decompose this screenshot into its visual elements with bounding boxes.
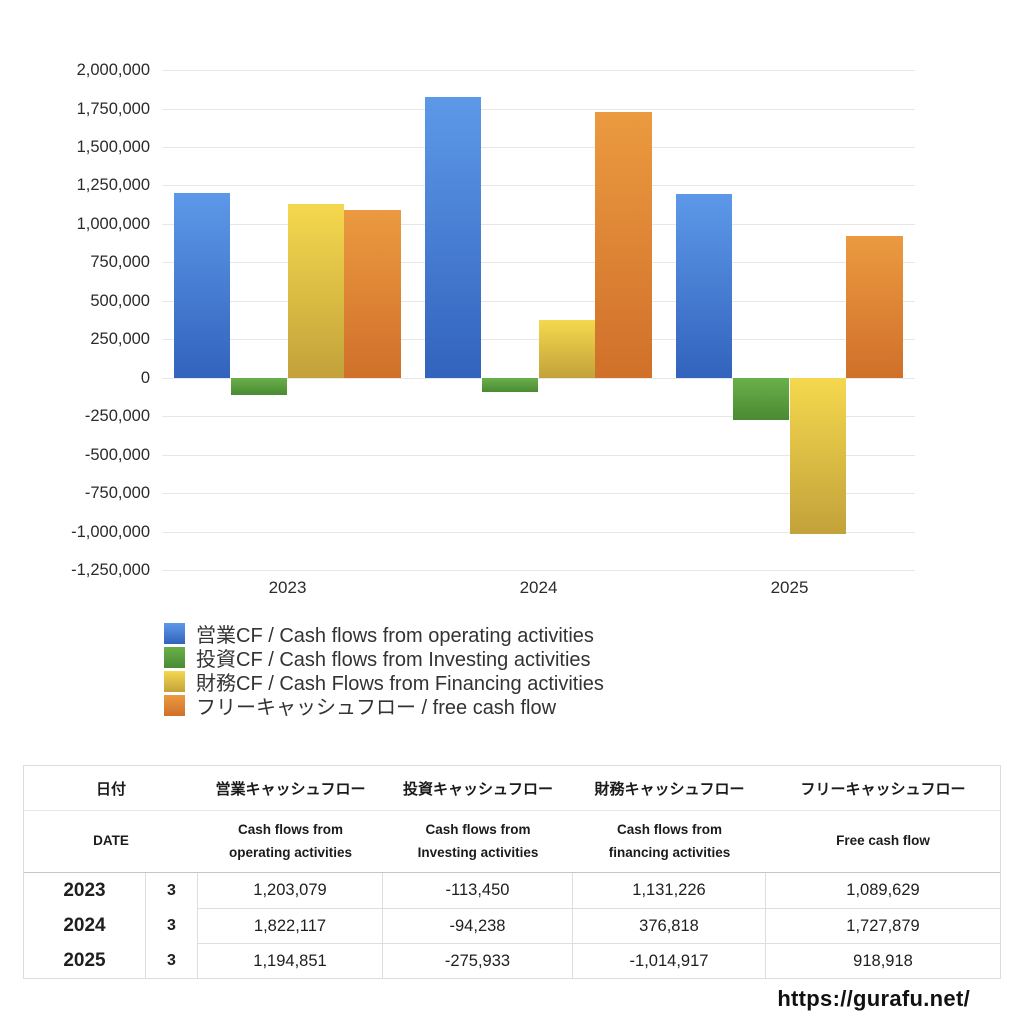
y-tick-label: 750,000 (90, 253, 150, 272)
header-date-jp: 日付 (95, 780, 126, 798)
footer-url: https://gurafu.net/ (777, 986, 970, 1011)
gridline (162, 454, 915, 456)
x-tick-label-2024: 2024 (519, 578, 558, 597)
bar-financing-cf-2024 (538, 319, 595, 378)
bar-free-cash-flow-2024 (595, 111, 652, 378)
cell-year-2023: 2023 (24, 873, 146, 908)
table-row: 2023 3 1,203,079 -113,450 1,131,226 1,089,629 (24, 873, 1000, 908)
gridline (162, 570, 915, 571)
chart-legend: 営業CF / Cash flows from operating activit… (164, 621, 604, 719)
cash-flow-bar-chart: 営業CF / Cash flows from operating activit… (71, 61, 915, 719)
y-tick-label: 1,750,000 (76, 99, 150, 118)
cell-2024-v0: 1,822,117 (198, 908, 383, 943)
cell-year-2025: 2025 (24, 943, 146, 978)
legend-item-investing-cf: 投資CF / Cash flows from Investing activit… (164, 645, 604, 671)
gridline (162, 416, 915, 418)
table-row: 2025 3 1,194,851 -275,933 -1,014,917 918,918 (24, 943, 1000, 978)
legend-swatch-investing-cf (164, 646, 185, 668)
y-tick-label: 1,000,000 (76, 214, 150, 233)
header-date-en: DATE (93, 833, 129, 849)
gridline (162, 108, 915, 110)
bar-investing-cf-2023 (230, 377, 287, 396)
legend-label-investing-cf: 投資CF / Cash flows from Investing activit… (196, 648, 591, 671)
header-en-2: Cash flows from financing activities (608, 822, 731, 860)
header-jp-1: 投資キャッシュフロー (402, 780, 553, 798)
bar-investing-cf-2024 (481, 377, 538, 393)
legend-item-operating-cf: 営業CF / Cash flows from operating activit… (164, 621, 604, 647)
cell-2024-v3: 1,727,879 (766, 908, 1000, 943)
table-row: 日付 営業キャッシュフロー 投資キャッシュフロー 財務キャッシュフロー フリーキャッシュ… (24, 766, 1000, 811)
gridline (162, 146, 915, 148)
cell-2024-v1: -94,238 (383, 908, 573, 943)
table-row: 2024 3 1,822,117 -94,238 376,818 1,727,879 (24, 908, 1000, 943)
header-en-0: Cash flows from operating activities (228, 822, 353, 860)
bar-investing-cf-2025 (732, 377, 789, 421)
legend-swatch-free-cash-flow (164, 694, 185, 716)
gridline (162, 377, 915, 379)
cell-2025-v1: -275,933 (383, 943, 573, 978)
y-tick-label: -750,000 (84, 484, 150, 503)
header-jp-2: 財務キャッシュフロー (594, 780, 745, 798)
cell-2025-v0: 1,194,851 (198, 943, 383, 978)
y-tick-label: 250,000 (90, 330, 150, 349)
legend-swatch-operating-cf (164, 622, 185, 644)
gridline (162, 185, 915, 187)
gridline (162, 70, 915, 71)
table-row: DATE Cash flows from operating activities… (24, 811, 1000, 873)
header-jp-0: 営業キャッシュフロー (215, 780, 366, 798)
legend-swatch-financing-cf (164, 670, 185, 692)
y-tick-label: -1,000,000 (71, 522, 150, 541)
cell-2024-v2: 376,818 (573, 908, 766, 943)
x-tick-label-2025: 2025 (770, 578, 809, 597)
bar-financing-cf-2023 (287, 203, 344, 378)
legend-item-financing-cf: 財務CF / Cash Flows from Financing activit… (164, 669, 604, 695)
bar-free-cash-flow-2025 (846, 236, 903, 378)
cell-year-2024: 2024 (24, 908, 146, 943)
cell-month-2023: 3 (146, 873, 198, 908)
gridline (162, 300, 915, 302)
legend-item-free-cash-flow: フリーキャッシュフロー / free cash flow (164, 693, 604, 719)
cell-2023-v0: 1,203,079 (198, 873, 383, 908)
bar-operating-cf-2025 (675, 193, 733, 378)
gridline (162, 531, 915, 533)
y-tick-label: -1,250,000 (71, 561, 150, 579)
bar-free-cash-flow-2023 (344, 210, 401, 378)
cash-flow-table: 日付 営業キャッシュフロー 投資キャッシュフロー 財務キャッシュフロー フリーキャッシュ… (23, 765, 1001, 979)
bar-operating-cf-2024 (424, 97, 482, 378)
y-tick-label: 0 (140, 368, 150, 387)
y-tick-label: 500,000 (90, 291, 150, 310)
cell-2023-v2: 1,131,226 (573, 873, 766, 908)
cell-month-2025: 3 (146, 943, 198, 978)
bar-financing-cf-2025 (789, 377, 846, 534)
gridline (162, 223, 915, 225)
cell-2025-v3: 918,918 (766, 943, 1000, 978)
header-en-3: Free cash flow (836, 833, 930, 849)
y-tick-label: 1,250,000 (76, 176, 150, 195)
legend-label-financing-cf: 財務CF / Cash Flows from Financing activit… (196, 672, 604, 695)
header-jp-3: フリーキャッシュフロー (800, 780, 966, 798)
gridline (162, 262, 915, 264)
header-en-1: Cash flows from Investing activities (417, 822, 539, 860)
y-tick-label: -500,000 (84, 445, 150, 464)
y-tick-label: -250,000 (84, 407, 150, 426)
legend-label-operating-cf: 営業CF / Cash flows from operating activit… (196, 624, 594, 647)
cell-2025-v2: -1,014,917 (573, 943, 766, 978)
y-tick-label: 1,500,000 (76, 137, 150, 156)
bar-operating-cf-2023 (173, 192, 231, 378)
cell-2023-v1: -113,450 (383, 873, 573, 908)
gridline (162, 493, 915, 495)
cell-2023-v3: 1,089,629 (846, 881, 920, 899)
cell-month-2024: 3 (146, 908, 198, 943)
legend-label-free-cash-flow: フリーキャッシュフロー / free cash flow (196, 696, 557, 719)
y-tick-label: 2,000,000 (76, 61, 150, 79)
x-tick-label-2023: 2023 (268, 578, 307, 597)
